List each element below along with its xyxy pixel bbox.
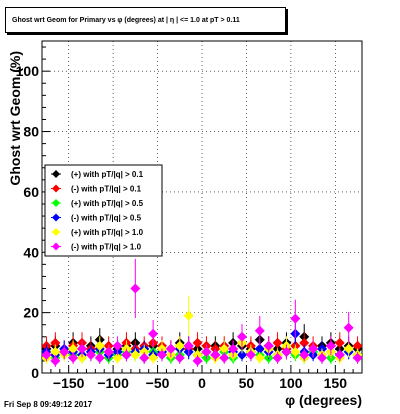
data-point: [112, 352, 123, 363]
data-point: [192, 337, 203, 348]
data-point: [85, 349, 96, 360]
legend-marker: [52, 228, 60, 236]
data-point: [121, 349, 132, 360]
legend-label: (-) with pT/|q| > 0.1: [71, 185, 142, 194]
x-tick-label: 100: [279, 375, 303, 391]
legend-marker: [52, 242, 60, 251]
data-point: [68, 343, 79, 354]
data-point: [299, 349, 310, 360]
data-point: [103, 346, 114, 357]
data-point: [343, 322, 354, 333]
y-tick-label: 40: [23, 244, 39, 260]
data-point: [130, 283, 141, 294]
data-point: [272, 352, 283, 363]
legend-marker: [52, 184, 60, 193]
data-point: [94, 340, 105, 351]
legend-label: (-) with pT/|q| > 0.5: [71, 214, 142, 223]
data-point: [77, 343, 87, 354]
data-point: [50, 355, 61, 366]
legend-label: (+) with pT/|q| > 0.1: [71, 170, 144, 179]
y-axis-label: Ghost wrt Geom (%): [7, 51, 23, 186]
data-point: [290, 346, 301, 357]
chart-title-box: Ghost wrt Geom for Primary vs φ (degrees…: [5, 7, 286, 33]
legend-label: (+) with pT/|q| > 1.0: [71, 228, 144, 237]
data-point: [139, 352, 150, 363]
data-point: [148, 328, 159, 339]
legend-label: (+) with pT/|q| > 0.5: [71, 199, 144, 208]
data-point: [183, 310, 194, 321]
footer-timestamp: Fri Sep 8 09:49:12 2017: [4, 400, 93, 409]
data-point: [325, 340, 336, 351]
legend-marker: [52, 199, 60, 207]
x-tick-label: 0: [198, 375, 206, 391]
data-point: [343, 343, 354, 354]
data-point: [77, 352, 87, 363]
legend-box: [44, 164, 163, 257]
data-point: [237, 349, 247, 360]
legend-marker: [52, 213, 60, 222]
data-point: [183, 340, 194, 351]
data-point: [94, 352, 105, 363]
data-point: [254, 352, 265, 363]
data-point: [192, 355, 203, 366]
x-tick-label: −50: [146, 375, 170, 391]
data-point: [219, 352, 230, 363]
data-point: [174, 352, 185, 363]
x-tick-label: −100: [97, 375, 129, 391]
data-points-group: [42, 258, 362, 367]
x-axis-label: φ (degrees): [285, 392, 362, 408]
y-tick-label: 0: [31, 365, 39, 381]
data-point: [165, 343, 176, 354]
data-point: [334, 349, 345, 360]
data-point: [245, 349, 256, 360]
data-point: [281, 346, 292, 357]
data-point: [352, 340, 362, 351]
data-point: [299, 337, 310, 348]
data-point: [148, 352, 159, 363]
data-point: [42, 349, 52, 360]
data-point: [50, 337, 61, 348]
data-point: [174, 340, 185, 351]
data-point: [317, 352, 327, 363]
data-point: [290, 313, 301, 324]
data-point: [219, 343, 230, 354]
x-tick-label: 50: [239, 375, 255, 391]
data-point: [228, 343, 239, 354]
data-point: [68, 352, 79, 363]
data-point: [112, 340, 123, 351]
data-point: [352, 352, 362, 363]
x-tick-label: −150: [53, 375, 85, 391]
data-point: [334, 337, 345, 348]
legend-marker: [52, 170, 60, 178]
y-tick-label: 80: [23, 124, 39, 140]
x-tick-label: 150: [324, 375, 348, 391]
data-point: [130, 349, 141, 360]
data-point: [201, 346, 212, 357]
data-point: [59, 346, 70, 357]
data-point: [157, 349, 167, 360]
data-point: [308, 343, 319, 354]
y-tick-label: 60: [23, 184, 39, 200]
data-point: [50, 346, 61, 357]
y-tick-label: 20: [23, 305, 39, 321]
data-point: [237, 331, 247, 342]
data-point: [254, 325, 265, 336]
data-point: [254, 343, 265, 354]
y-tick-label: 100: [16, 63, 40, 79]
data-point: [272, 337, 283, 348]
legend-label: (-) with pT/|q| > 1.0: [71, 243, 142, 252]
data-point: [263, 340, 274, 351]
data-point: [210, 349, 221, 360]
chart-title: Ghost wrt Geom for Primary vs φ (degrees…: [12, 16, 240, 24]
